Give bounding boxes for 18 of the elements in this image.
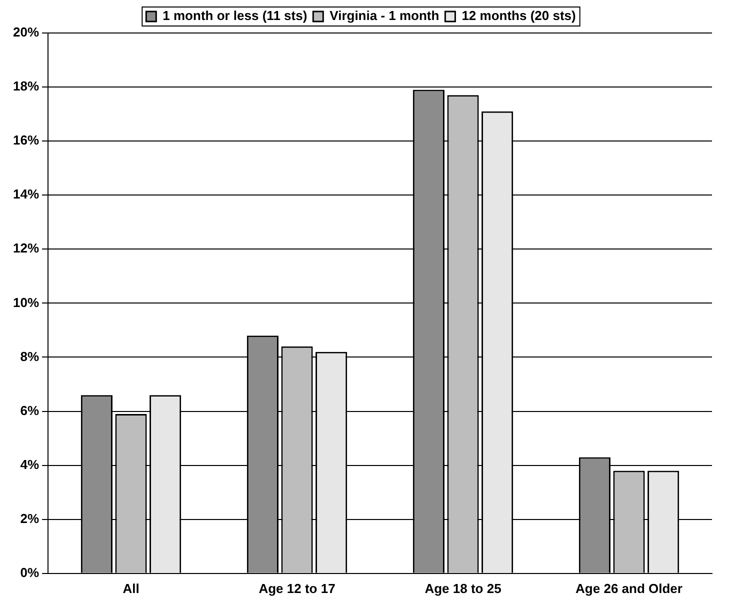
y-tick-label: 4%	[20, 456, 40, 472]
y-tick-label: 8%	[20, 348, 40, 364]
x-tick-label: Age 26 and Older	[576, 580, 682, 596]
x-tick-label: All	[122, 580, 140, 596]
y-tick-label: 0%	[20, 564, 40, 580]
y-tick-label: 18%	[12, 78, 40, 94]
y-tick-label: 16%	[12, 132, 40, 148]
y-tick-label: 6%	[20, 402, 40, 418]
y-tick-label: 20%	[12, 24, 40, 40]
y-tick-label: 10%	[12, 294, 40, 310]
y-tick-label: 12%	[12, 240, 40, 256]
x-tick-label: Age 18 to 25	[424, 580, 502, 596]
y-tick-label: 2%	[20, 510, 40, 526]
x-tick-label: Age 12 to 17	[258, 580, 336, 596]
legend-label: 12 months (20 sts)	[462, 8, 576, 24]
legend-label: 1 month or less (11 sts)	[162, 8, 308, 24]
y-tick-label: 14%	[12, 186, 40, 202]
legend-label: Virginia - 1 month	[330, 8, 440, 24]
